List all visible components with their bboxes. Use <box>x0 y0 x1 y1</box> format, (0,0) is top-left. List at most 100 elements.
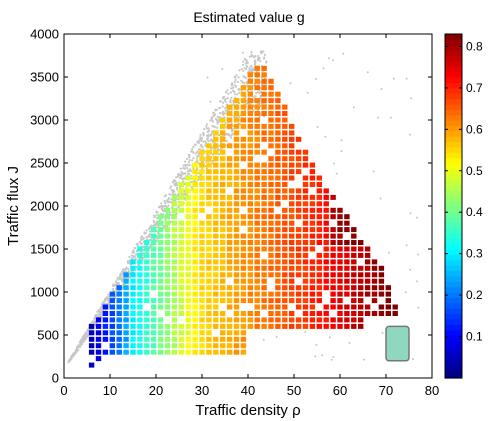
heatmap-cell <box>282 207 288 213</box>
heatmap-cell <box>261 149 267 155</box>
heatmap-cell <box>261 227 267 233</box>
background-point <box>200 143 203 146</box>
background-point <box>216 126 219 129</box>
heatmap-cell <box>144 317 150 323</box>
heatmap-cell <box>233 252 240 258</box>
heatmap-cell <box>261 259 267 265</box>
heatmap-cell <box>192 175 198 181</box>
heatmap-cell <box>364 272 371 278</box>
heatmap-cell <box>295 240 302 245</box>
background-point <box>119 278 122 281</box>
heatmap-cell <box>233 330 240 336</box>
heatmap-cell <box>206 194 212 200</box>
heatmap-cell <box>268 175 274 181</box>
background-point <box>412 358 414 361</box>
colorbar-segment <box>445 275 462 282</box>
colorbar-segment <box>445 308 462 315</box>
background-point <box>363 358 366 361</box>
colorbar-segment <box>445 292 462 298</box>
background-point <box>80 343 84 346</box>
background-point <box>260 51 263 54</box>
heatmap-cell <box>226 233 233 239</box>
heatmap-cell <box>206 149 212 155</box>
background-point <box>166 225 169 228</box>
heatmap-cell <box>316 220 322 226</box>
heatmap-cell <box>282 123 288 129</box>
heatmap-cell <box>178 240 184 245</box>
heatmap-cell <box>275 272 281 278</box>
heatmap-cell <box>261 175 267 181</box>
heatmap-cell <box>268 259 274 265</box>
heatmap-cell <box>220 162 226 168</box>
heatmap-cell <box>309 201 316 207</box>
colorbar-segment <box>445 318 462 325</box>
heatmap-cell <box>323 214 329 220</box>
heatmap-cell <box>213 240 219 245</box>
heatmap-cell <box>233 285 240 291</box>
heatmap-cell <box>226 246 233 252</box>
heatmap-cell <box>192 246 198 252</box>
heatmap-cell <box>213 298 219 304</box>
background-point <box>330 358 333 361</box>
heatmap-cell <box>309 240 316 245</box>
heatmap-cell <box>261 188 267 194</box>
heatmap-cell <box>302 220 309 226</box>
heatmap-cell <box>330 214 336 220</box>
heatmap-cell <box>88 323 95 329</box>
background-point <box>209 100 212 103</box>
heatmap-cell <box>157 285 164 291</box>
heatmap-cell <box>213 220 219 226</box>
colorbar-segment <box>445 340 462 347</box>
background-point <box>245 62 248 65</box>
heatmap-cell <box>289 233 295 239</box>
heatmap-cell <box>233 323 240 329</box>
heatmap-cell <box>337 323 343 329</box>
background-point <box>238 91 241 94</box>
heatmap-cell <box>254 240 260 245</box>
heatmap-cell <box>226 162 233 168</box>
heatmap-cell <box>282 278 288 284</box>
background-point <box>238 115 241 118</box>
heatmap-cell <box>95 349 102 355</box>
heatmap-cell <box>275 194 281 200</box>
heatmap-cell <box>88 336 95 342</box>
heatmap-cell <box>171 201 178 207</box>
heatmap-cell <box>344 252 350 258</box>
background-point <box>191 148 194 151</box>
heatmap-cell <box>199 252 205 258</box>
heatmap-cell <box>233 336 240 342</box>
background-point <box>236 93 239 96</box>
background-point <box>352 106 355 109</box>
x-tick-label: 60 <box>333 383 347 398</box>
background-point <box>237 76 240 79</box>
heatmap-cell <box>289 149 295 155</box>
heatmap-cell <box>178 343 184 349</box>
background-point <box>221 105 224 108</box>
heatmap-cell <box>247 85 253 91</box>
heatmap-cell <box>247 252 253 258</box>
heatmap-cell <box>171 304 178 310</box>
background-point <box>409 268 412 271</box>
heatmap-cell <box>199 343 205 349</box>
heatmap-cell <box>240 311 247 316</box>
colorbar-tick-label: 0.6 <box>466 122 483 136</box>
heatmap-cell <box>247 111 253 116</box>
heatmap-cell <box>220 117 226 123</box>
x-tick-label: 0 <box>60 383 67 398</box>
heatmap-cell <box>275 214 281 220</box>
heatmap-cell <box>282 265 288 271</box>
background-point <box>78 343 82 346</box>
heatmap-cell <box>268 98 274 104</box>
heatmap-cell <box>344 246 350 252</box>
heatmap-cell <box>351 272 357 278</box>
heatmap-cell <box>199 233 205 239</box>
heatmap-cell <box>192 201 198 207</box>
heatmap-cell <box>275 246 281 252</box>
colorbar-segment <box>445 93 462 100</box>
heatmap-cell <box>185 252 191 258</box>
heatmap-cell <box>282 272 288 278</box>
heatmap-cell <box>268 207 274 213</box>
background-point <box>244 58 247 61</box>
heatmap-cell <box>192 272 198 278</box>
heatmap-cell <box>220 343 226 349</box>
